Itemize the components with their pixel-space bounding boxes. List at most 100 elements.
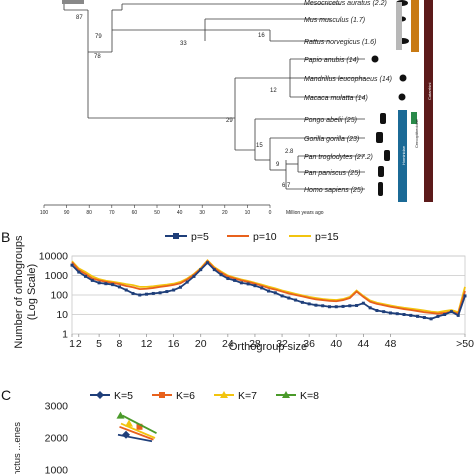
species-label: Pan paniscus (25) [304, 170, 360, 177]
x-tick-label: 24 [222, 338, 234, 350]
data-point [131, 291, 135, 295]
data-point [361, 301, 365, 305]
node-label: 33 [180, 41, 187, 47]
data-point [77, 270, 81, 274]
group-bar-orange [411, 0, 419, 52]
legend-label: p=5 [191, 231, 209, 243]
series-b [70, 259, 467, 321]
grid-b [71, 255, 466, 335]
y-tick-label: 3000 [45, 401, 69, 413]
data-point [138, 293, 142, 297]
data-point [122, 430, 130, 439]
bar-label-cercopithecidae: Cercopithecidae [414, 118, 419, 148]
node-label: 6.7 [282, 183, 291, 189]
time-axis-tick-label: 10 [245, 210, 251, 216]
bonobo-icon [378, 166, 384, 177]
group-bar-blue [398, 110, 407, 202]
x-tick-label: 28 [249, 338, 261, 350]
data-point [429, 317, 433, 321]
data-point [273, 291, 277, 295]
bar-label-catarrhini: Catarrhini [427, 83, 432, 100]
data-point [436, 314, 440, 318]
root-bar [62, 0, 84, 4]
x-tick-label: 32 [276, 338, 288, 350]
node-label: 2.8 [285, 149, 294, 155]
time-axis-tick-label: 80 [86, 210, 92, 216]
data-point [185, 280, 189, 284]
legend-b: p=5 p=10 p=15 [165, 231, 339, 243]
legend-marker [173, 233, 179, 239]
time-axis-tick-label: 20 [222, 210, 228, 216]
data-point [233, 278, 237, 282]
x-tick-label: 8 [117, 338, 123, 350]
x-tick-label: 44 [358, 338, 370, 350]
data-point [253, 284, 257, 288]
bar-label-hominidae: Hominidae [401, 145, 406, 165]
legend-label: p=10 [253, 231, 277, 243]
time-axis-tick-label: 90 [64, 210, 70, 216]
data-point [212, 268, 216, 272]
data-point [307, 302, 311, 306]
y-tick-label: 1000 [45, 270, 69, 282]
legend-label: K=5 [114, 390, 133, 402]
data-point [239, 281, 243, 285]
legend-label: K=6 [176, 390, 195, 402]
group-bar-gray [396, 2, 402, 50]
data-point [368, 306, 372, 310]
node-label: 15 [256, 143, 263, 149]
x-tick-label: 12 [141, 338, 153, 350]
data-point [178, 285, 182, 289]
time-axis-tick-label: 30 [199, 210, 205, 216]
data-point [246, 282, 250, 286]
data-point [321, 304, 325, 308]
data-point [287, 296, 291, 300]
species-label: Papio anubis (14) [304, 57, 359, 64]
data-point [456, 313, 460, 317]
x-tick-label: >50 [456, 338, 474, 350]
species-labels: Mesocricetus auratus (2.2) Mus musculus (… [304, 0, 392, 194]
x-tick-label: 2 [76, 338, 82, 350]
data-point [125, 419, 133, 427]
y-tick-label: 1000 [45, 465, 69, 474]
mandrill-icon [399, 74, 407, 82]
x-tick-label: 1 [69, 338, 75, 350]
x-tick-label: 40 [330, 338, 342, 350]
legend-label: K=7 [238, 390, 257, 402]
data-point [219, 273, 223, 277]
panel-a-tree: 87 79 33 16 78 12 29 15 9 2.8 6.7 Mesocr… [40, 0, 433, 216]
data-point [267, 289, 270, 293]
data-point [341, 304, 345, 308]
panel-b-chart: B p=5 p=10 p=15 1 10 100 1000 10000 1 2 5 8 12 16 20 2… [1, 229, 474, 353]
data-point [97, 281, 101, 285]
data-point [314, 303, 318, 307]
x-tick-label: 36 [303, 338, 315, 350]
x-axis-title: Orthogroup size [229, 341, 307, 353]
species-label: Macaca mulatta (14) [304, 95, 368, 102]
data-point [172, 288, 176, 292]
data-point [402, 313, 406, 316]
time-axis-tick-label: 40 [177, 210, 183, 216]
y-axis-title-sub: (Log Scale) [26, 264, 38, 320]
baboon-icon [371, 55, 379, 63]
legend-label: p=15 [315, 231, 339, 243]
data-point [145, 292, 149, 296]
time-axis-tick-label: 0 [269, 210, 272, 216]
group-bar-green [411, 112, 417, 124]
data-point [117, 285, 121, 289]
x-tick-label: 5 [96, 338, 102, 350]
panel-c-chart: C K=5 K=6 K=7 K=8 3000 2000 1000 ...inctus ..… [1, 387, 319, 474]
data-point [136, 423, 143, 430]
species-label: Pongo abelii (25) [304, 117, 357, 124]
human-icon [378, 182, 383, 196]
data-point [375, 309, 379, 313]
node-label: 79 [95, 34, 102, 40]
data-point [395, 312, 399, 316]
tree-branches [44, 2, 365, 206]
node-label: 29 [226, 118, 233, 124]
data-point [124, 288, 128, 292]
ticks-c: 3000 2000 1000 [45, 401, 69, 474]
series-line-p=15 [71, 259, 466, 314]
macaque-icon [398, 93, 406, 101]
y-axis-title-c: ...inctus ...enes [12, 422, 23, 474]
data-point [388, 311, 392, 315]
